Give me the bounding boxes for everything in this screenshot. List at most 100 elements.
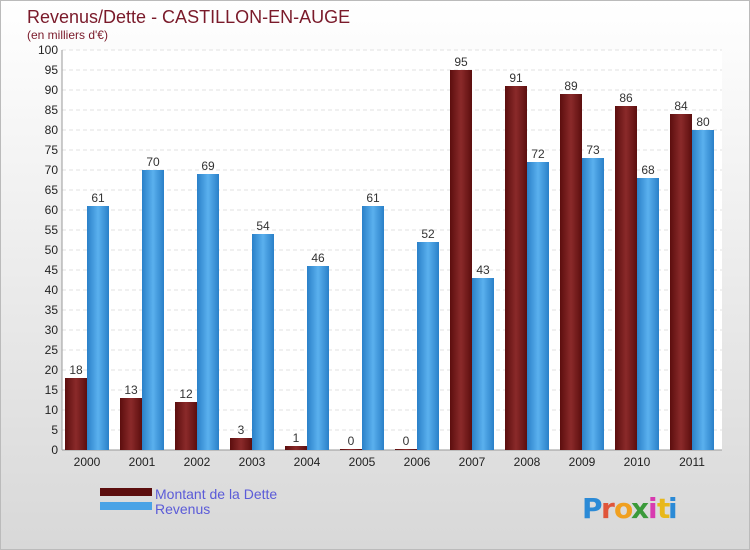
bar-revenus-2010 (637, 178, 659, 450)
bar-revenus-2008 (527, 162, 549, 450)
data-label: 0 (403, 434, 410, 448)
y-tick-label: 75 (45, 143, 59, 157)
y-tick-label: 100 (38, 43, 58, 57)
y-tick-label: 40 (45, 283, 59, 297)
y-axis-ticks: 0 5 10 15 20 25 30 35 40 45 50 55 60 65 70 75 80 85 90 95 10… (38, 43, 58, 457)
x-tick-label: 2001 (129, 455, 156, 469)
x-tick-label: 2003 (239, 455, 266, 469)
chart-title: Revenus/Dette - CASTILLON-EN-AUGE (27, 7, 350, 27)
data-label: 13 (124, 383, 138, 397)
bar-dette-2000 (65, 378, 87, 450)
data-label: 43 (476, 263, 490, 277)
data-label: 72 (531, 147, 545, 161)
bar-revenus-2000 (87, 206, 109, 450)
y-tick-label: 50 (45, 243, 59, 257)
y-tick-label: 80 (45, 123, 59, 137)
y-tick-label: 85 (45, 103, 59, 117)
bar-dette-2002 (175, 402, 197, 450)
bar-revenus-2003 (252, 234, 274, 450)
data-label: 95 (454, 55, 468, 69)
bar-revenus-2009 (582, 158, 604, 450)
x-axis-ticks: 2000 2001 2002 2003 2004 2005 2006 2007 2008 2009… (74, 455, 706, 469)
y-tick-label: 70 (45, 163, 59, 177)
data-label: 1 (293, 431, 300, 445)
bar-revenus-2006 (417, 242, 439, 450)
data-labels: 18 61 13 70 12 69 3 54 1 46 0 61 0 52 95 43 91 72 89 73 86 68… (69, 55, 710, 448)
data-label: 52 (421, 227, 435, 241)
bar-dette-2011 (670, 114, 692, 450)
y-tick-label: 5 (51, 423, 58, 437)
data-label: 12 (179, 387, 193, 401)
y-tick-label: 0 (51, 443, 58, 457)
y-tick-label: 95 (45, 63, 59, 77)
logo-letter: x (631, 492, 649, 525)
data-label: 46 (311, 251, 325, 265)
logo-letter: t (657, 492, 670, 525)
bars (65, 70, 714, 450)
bar-dette-2009 (560, 94, 582, 450)
data-label: 84 (674, 99, 688, 113)
bar-dette-2006 (395, 449, 417, 450)
y-tick-label: 35 (45, 303, 59, 317)
data-label: 91 (509, 71, 523, 85)
bar-dette-2005 (340, 449, 362, 450)
data-label: 80 (696, 115, 710, 129)
bar-revenus-2005 (362, 206, 384, 450)
data-label: 61 (366, 191, 380, 205)
data-label: 70 (146, 155, 160, 169)
x-tick-label: 2005 (349, 455, 376, 469)
x-tick-label: 2010 (624, 455, 651, 469)
x-tick-label: 2011 (679, 455, 705, 469)
data-label: 54 (256, 219, 270, 233)
y-tick-label: 60 (45, 203, 59, 217)
y-tick-label: 45 (45, 263, 59, 277)
bar-revenus-2001 (142, 170, 164, 450)
bar-revenus-2004 (307, 266, 329, 450)
x-tick-label: 2004 (294, 455, 321, 469)
bar-revenus-2007 (472, 278, 494, 450)
bar-dette-2007 (450, 70, 472, 450)
logo-letter: P (582, 492, 603, 525)
y-tick-label: 30 (45, 323, 59, 337)
bar-dette-2003 (230, 438, 252, 450)
grid-lines (61, 49, 722, 451)
bar-dette-2008 (505, 86, 527, 450)
data-label: 3 (238, 423, 245, 437)
legend-label-revenus: Revenus (155, 501, 210, 517)
data-label: 86 (619, 91, 633, 105)
proxiti-logo: Pr oxi ti (582, 492, 678, 525)
y-tick-label: 90 (45, 83, 59, 97)
x-tick-label: 2007 (459, 455, 486, 469)
legend: Montant de la Dette Revenus (100, 486, 277, 517)
logo-letter: i (668, 492, 678, 525)
legend-swatch-revenus (100, 502, 152, 510)
legend-swatch-dette (100, 488, 152, 496)
y-tick-label: 20 (45, 363, 59, 377)
x-tick-label: 2006 (404, 455, 431, 469)
bar-dette-2010 (615, 106, 637, 450)
y-tick-label: 25 (45, 343, 59, 357)
bar-revenus-2011 (692, 130, 714, 450)
data-label: 69 (201, 159, 215, 173)
bar-dette-2004 (285, 446, 307, 450)
bar-revenus-2002 (197, 174, 219, 450)
data-label: 73 (586, 143, 600, 157)
data-label: 68 (641, 163, 655, 177)
x-tick-label: 2009 (569, 455, 596, 469)
y-tick-label: 55 (45, 223, 59, 237)
x-tick-label: 2008 (514, 455, 541, 469)
x-tick-label: 2000 (74, 455, 101, 469)
logo-letter: i (648, 492, 658, 525)
data-label: 0 (348, 434, 355, 448)
x-tick-label: 2002 (184, 455, 211, 469)
logo-letter: o (614, 492, 633, 525)
data-label: 89 (564, 79, 578, 93)
data-label: 61 (91, 191, 105, 205)
bar-dette-2001 (120, 398, 142, 450)
data-label: 18 (69, 363, 83, 377)
logo-letter: r (601, 492, 615, 525)
chart-subtitle: (en milliers d'€) (27, 28, 108, 42)
y-tick-label: 65 (45, 183, 59, 197)
y-tick-label: 10 (45, 403, 59, 417)
